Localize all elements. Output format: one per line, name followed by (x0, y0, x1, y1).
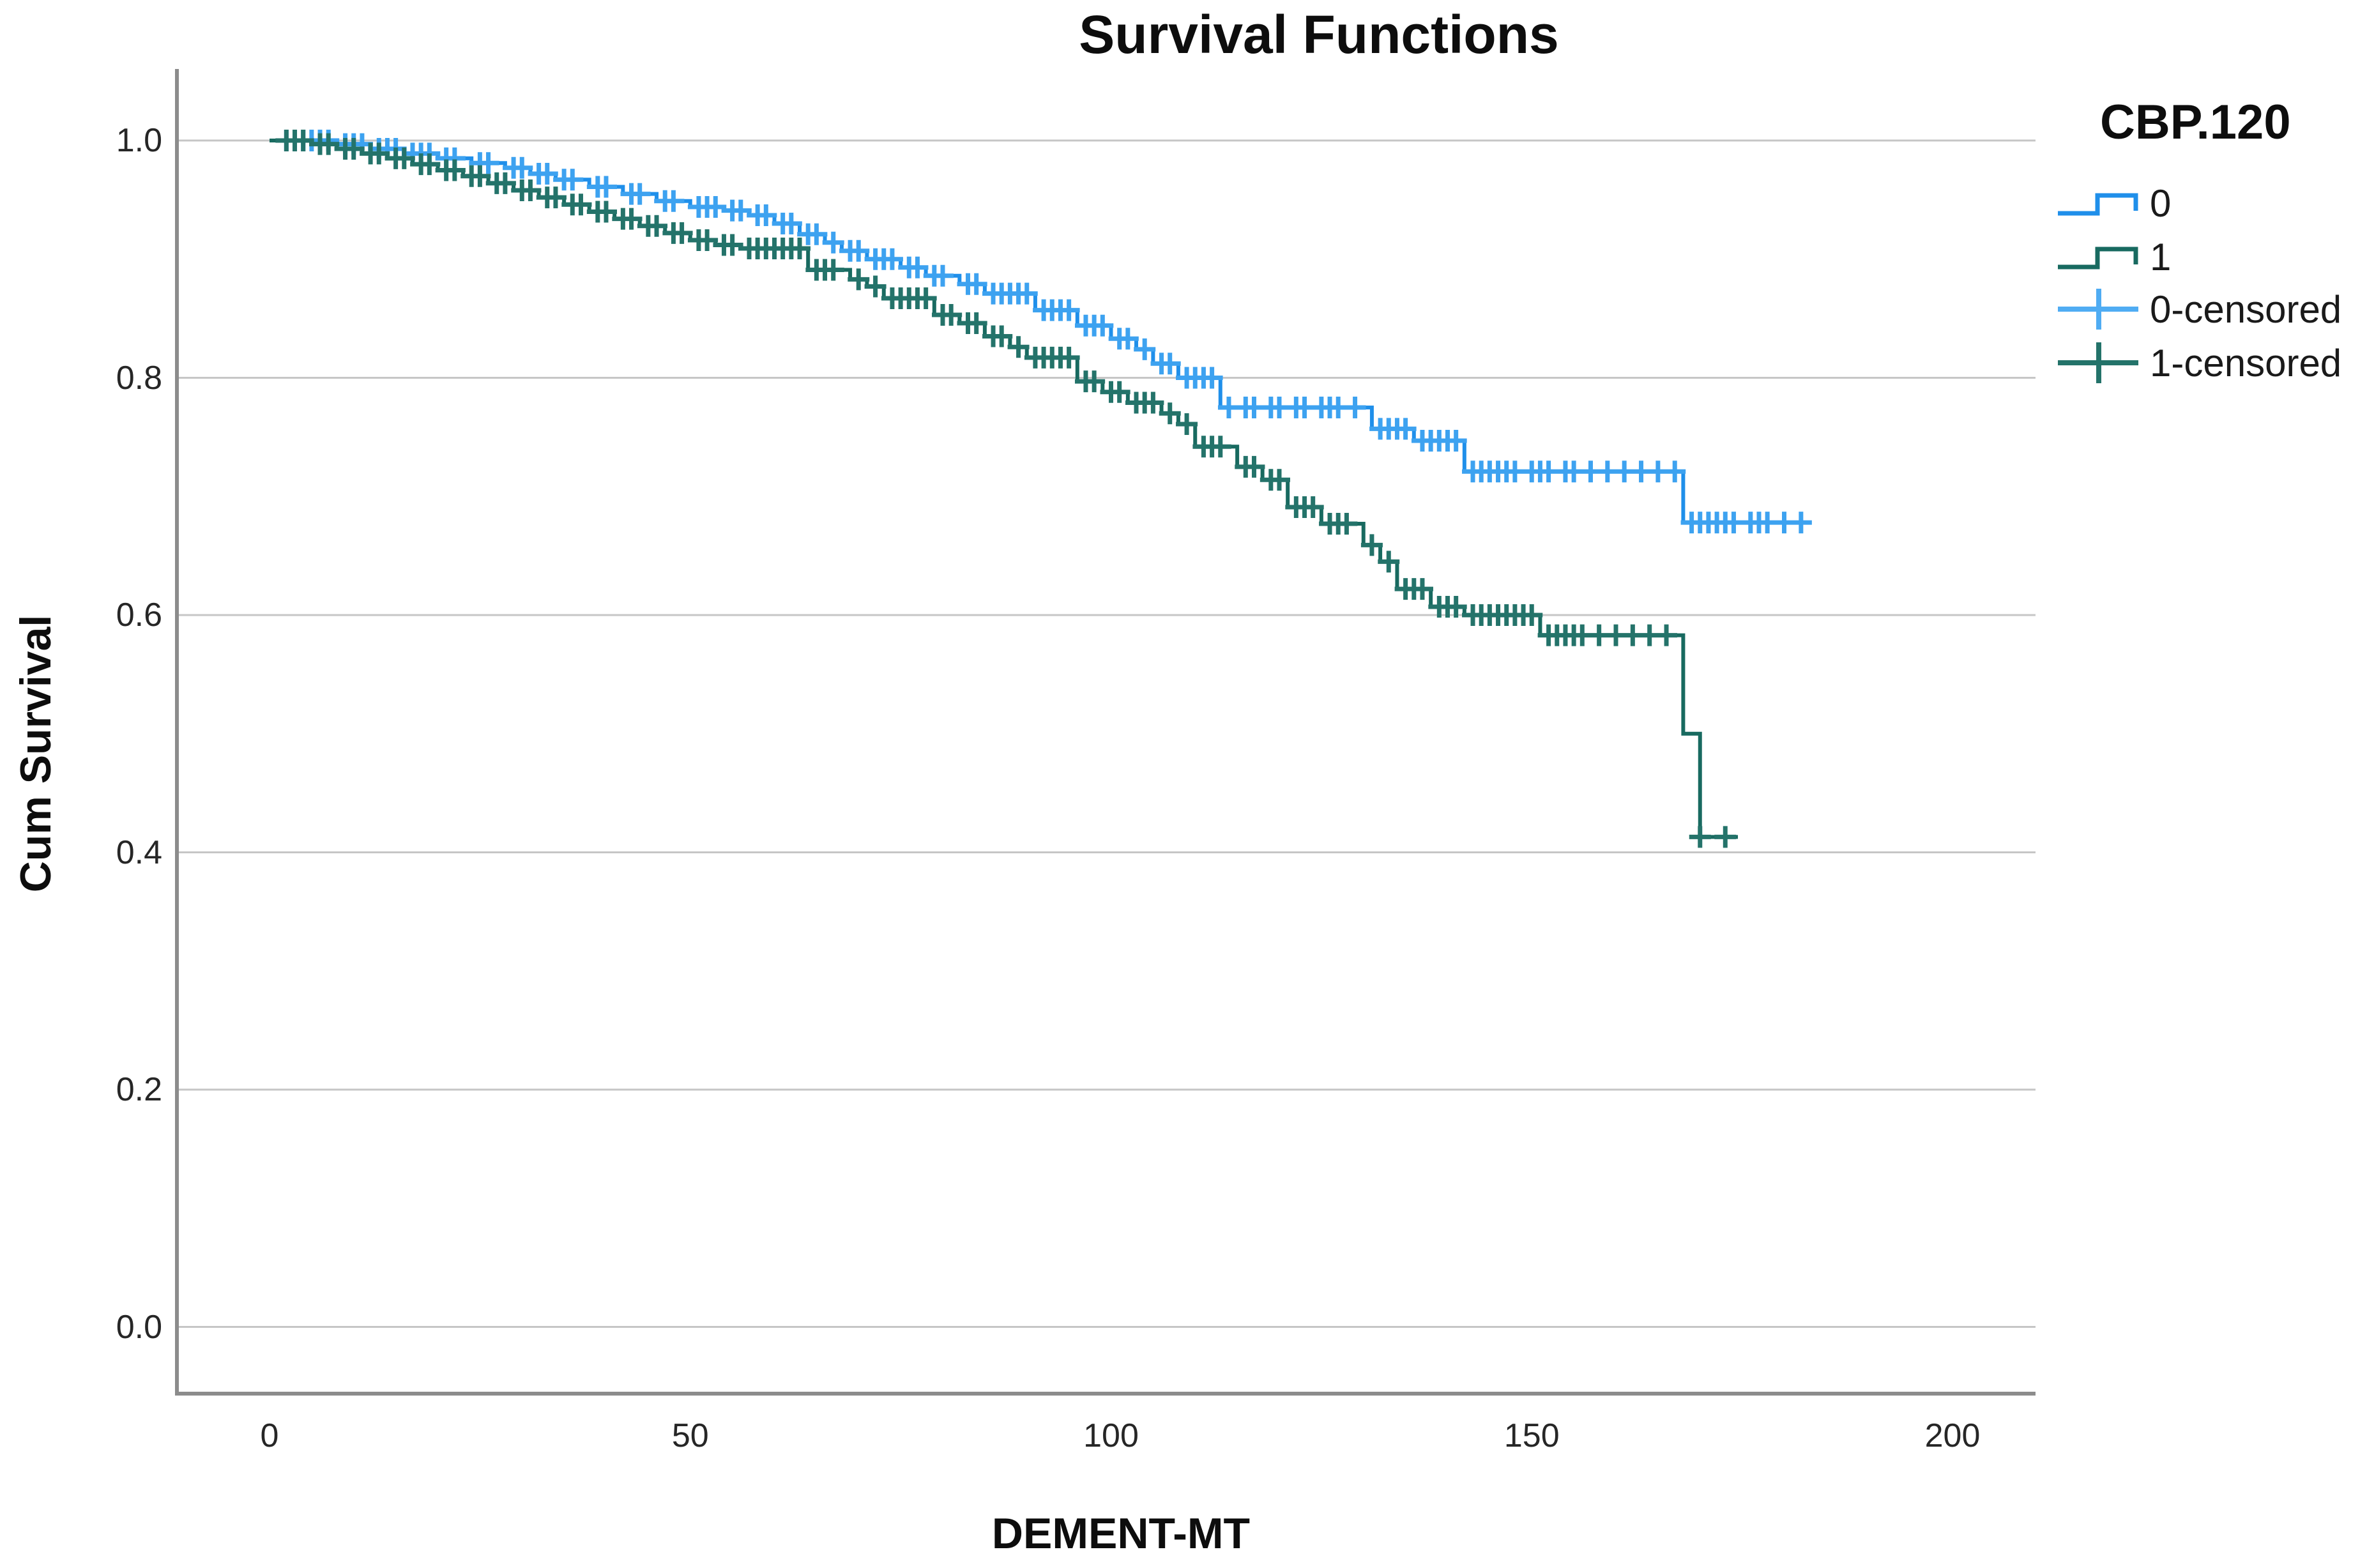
survival-curve-1 (270, 139, 1739, 839)
legend-item-group0-censored: 0-censored (2057, 284, 2341, 335)
legend-item-group1: 1 (2057, 231, 2171, 282)
step-line-icon (2058, 247, 2138, 270)
legend-label: 0 (2150, 181, 2172, 225)
censor-plus-icon (2058, 289, 2138, 330)
y-tick-label: 0.2 (116, 1071, 162, 1108)
x-tick-label: 100 (1083, 1417, 1139, 1454)
y-tick-label: 0.0 (116, 1308, 162, 1346)
legend-item-group1-censored: 1-censored (2057, 337, 2341, 388)
x-tick-label: 200 (1924, 1417, 1981, 1454)
censor-plus-icon (2058, 342, 2138, 383)
x-axis-title: DEMENT-MT (991, 1509, 1251, 1558)
y-tick-label: 0.4 (116, 833, 162, 871)
step-line-icon (2058, 193, 2138, 216)
y-tick-label: 0.6 (116, 597, 162, 634)
legend-label: 0-censored (2150, 287, 2342, 331)
x-tick-label: 0 (260, 1417, 279, 1454)
legend-item-group0: 0 (2057, 178, 2171, 229)
legend-label: 1 (2150, 235, 2172, 278)
chart-title: Survival Functions (1079, 4, 1559, 65)
survival-curve-0 (270, 139, 1810, 525)
y-tick-label: 0.8 (116, 359, 162, 397)
censor-marks-1 (275, 130, 1737, 848)
x-tick-label: 50 (671, 1417, 709, 1454)
y-tick-label: 1.0 (116, 122, 162, 159)
legend-title: CBP.120 (2100, 95, 2291, 149)
x-tick-label: 150 (1503, 1417, 1560, 1454)
legend-label: 1-censored (2150, 341, 2342, 384)
